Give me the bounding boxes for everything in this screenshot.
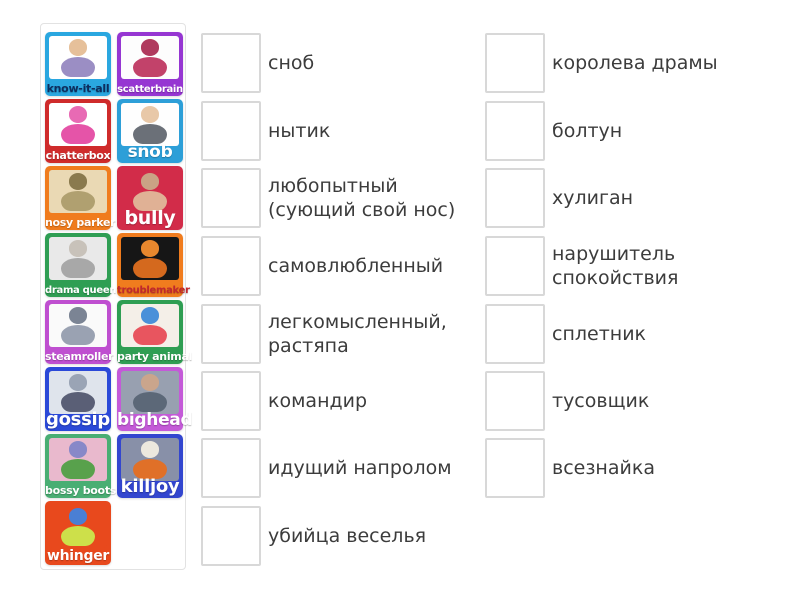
bighead-image [121,371,179,414]
drop-box-middle-1[interactable] [201,101,261,161]
bully-image [121,170,179,213]
tile-label: snob [127,142,173,163]
match-label: хулиган [552,187,634,209]
match-label: любопытный (сующий свой нос) [268,175,456,221]
match-row: легкомысленный, растяпа [201,304,476,364]
match-row: болтун [485,101,760,161]
gossip-image [49,371,107,414]
match-label: всезнайка [552,457,655,479]
tile-scatterbrain[interactable]: scatterbrain [117,32,183,96]
tile-label: nosy parker [45,215,116,229]
match-label: болтун [552,120,623,142]
match-label: тусовщик [552,390,650,412]
drop-box-right-1[interactable] [485,101,545,161]
match-label: нарушитель спокойствия [552,243,679,289]
scatterbrain-image [121,36,179,79]
drop-box-middle-2[interactable] [201,168,261,228]
match-row: всезнайка [485,438,760,498]
drop-box-middle-6[interactable] [201,438,261,498]
tile-panel: know-it-all scatterbrain chatterbox snob… [40,23,193,570]
match-row: сплетник [485,304,760,364]
tile-bighead[interactable]: bighead [117,367,193,431]
drop-box-right-3[interactable] [485,236,545,296]
steamroller-image [49,304,107,347]
match-label: убийца веселья [268,525,427,547]
match-label: королева драмы [552,52,718,74]
tile-label: scatterbrain [117,84,183,95]
tile-steamroller[interactable]: steamroller [45,300,114,364]
match-row: нытик [201,101,476,161]
match-row: нарушитель спокойствия [485,236,760,296]
tile-label: whinger [47,547,109,564]
tile-chatterbox[interactable]: chatterbox [45,99,111,163]
drama-queen-image [49,237,107,280]
match-row: королева драмы [485,33,760,93]
tile-killjoy[interactable]: killjoy [117,434,183,498]
match-row: командир [201,371,476,431]
drop-box-right-6[interactable] [485,438,545,498]
tile-whinger[interactable]: whinger [45,501,111,565]
drop-box-right-0[interactable] [485,33,545,93]
nosy-parker-image [49,170,107,213]
match-row: убийца веселья [201,506,476,566]
tile-label: know-it-all [46,81,110,95]
tile-label: chatterbox [45,148,111,162]
match-label: идущий напролом [268,457,452,479]
match-label: самовлюбленный [268,255,444,277]
know-it-all-image [49,36,107,79]
party-animal-image [121,304,179,347]
tile-bully[interactable]: bully [117,166,183,230]
drop-box-right-5[interactable] [485,371,545,431]
tile-label: troublemaker [117,285,190,296]
match-row: тусовщик [485,371,760,431]
tile-label: party animal [117,349,193,363]
tile-nosy-parker[interactable]: nosy parker [45,166,116,230]
match-label: нытик [268,120,331,142]
bossy-boots-image [49,438,107,481]
snob-image [121,103,179,146]
match-label: сноб [268,52,315,74]
match-row: самовлюбленный [201,236,476,296]
tile-label: bossy boots [45,483,117,497]
troublemaker-image [121,237,179,280]
tile-know-it-all[interactable]: know-it-all [45,32,111,96]
drop-box-middle-5[interactable] [201,371,261,431]
chatterbox-image [49,103,107,146]
tile-gossip[interactable]: gossip [45,367,111,431]
tile-bossy-boots[interactable]: bossy boots [45,434,117,498]
match-label: командир [268,390,368,412]
drop-box-middle-7[interactable] [201,506,261,566]
tile-label: bighead [117,410,193,431]
tile-snob[interactable]: snob [117,99,183,163]
tile-label: gossip [46,409,110,431]
killjoy-image [121,438,179,481]
tile-label: bully [124,207,176,230]
whinger-image [49,505,107,548]
tile-label: killjoy [120,476,180,498]
match-label: сплетник [552,323,647,345]
tile-drama-queen[interactable]: drama queen [45,233,117,297]
drop-box-middle-4[interactable] [201,304,261,364]
tile-troublemaker[interactable]: troublemaker [117,233,190,297]
tile-party-animal[interactable]: party animal [117,300,193,364]
match-label: легкомысленный, растяпа [268,311,447,357]
drop-box-middle-3[interactable] [201,236,261,296]
tile-label: steamroller [45,349,114,363]
match-row: любопытный (сующий свой нос) [201,168,476,228]
drop-box-right-2[interactable] [485,168,545,228]
match-row: идущий напролом [201,438,476,498]
tile-label: drama queen [45,285,117,296]
drop-box-right-4[interactable] [485,304,545,364]
match-row: хулиган [485,168,760,228]
drop-box-middle-0[interactable] [201,33,261,93]
match-row: сноб [201,33,476,93]
